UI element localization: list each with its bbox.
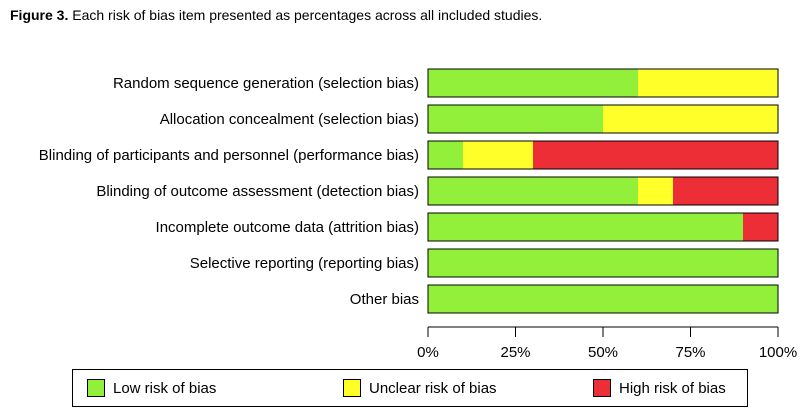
legend-label-high: High risk of bias [619,379,726,397]
bar-segment-high [743,213,778,241]
bar-outline [427,68,779,98]
x-tick-label: 25% [500,344,530,361]
bar-outline [427,248,779,278]
category-label: Allocation concealment (selection bias) [160,111,419,128]
x-tick-label: 100% [759,344,797,361]
category-label: Other bias [350,291,419,308]
x-tick-label: 75% [675,344,705,361]
x-tick-label: 50% [588,344,618,361]
figure-label: Figure 3. [10,7,69,23]
chart-legend: Low risk of bias Unclear risk of bias Hi… [72,369,748,407]
bar-segment-unclear [603,105,778,133]
category-label: Blinding of participants and personnel (… [39,147,419,164]
bar-outline [427,140,779,170]
legend-swatch-unclear [343,379,361,397]
bar-segment-high [673,177,778,205]
legend-item-high: High risk of bias [593,377,726,399]
bar-segment-high [533,141,778,169]
category-label: Blinding of outcome assessment (detectio… [96,183,419,200]
legend-item-unclear: Unclear risk of bias [343,377,497,399]
bar-segment-low [428,285,778,313]
bar-segment-low [428,249,778,277]
bar-segment-low [428,141,463,169]
x-tick-label: 0% [417,344,439,361]
category-label: Random sequence generation (selection bi… [113,75,419,92]
bar-segment-low [428,213,743,241]
legend-item-low: Low risk of bias [87,377,216,399]
bar-segment-unclear [463,141,533,169]
bar-segment-low [428,177,638,205]
bar-segment-unclear [638,69,778,97]
bar-outline [427,212,779,242]
figure-caption-text: Each risk of bias item presented as perc… [72,7,543,23]
risk-of-bias-chart: Random sequence generation (selection bi… [39,68,797,361]
category-label: Incomplete outcome data (attrition bias) [156,219,419,236]
bar-outline [427,284,779,314]
legend-swatch-low [87,379,105,397]
legend-swatch-high [593,379,611,397]
category-label: Selective reporting (reporting bias) [190,255,419,272]
bar-segment-low [428,105,603,133]
legend-label-unclear: Unclear risk of bias [369,379,497,397]
bar-outline [427,104,779,134]
figure-caption: Figure 3. Each risk of bias item present… [10,7,542,23]
bar-segment-low [428,69,638,97]
bar-segment-unclear [638,177,673,205]
legend-label-low: Low risk of bias [113,379,217,397]
bar-outline [427,176,779,206]
